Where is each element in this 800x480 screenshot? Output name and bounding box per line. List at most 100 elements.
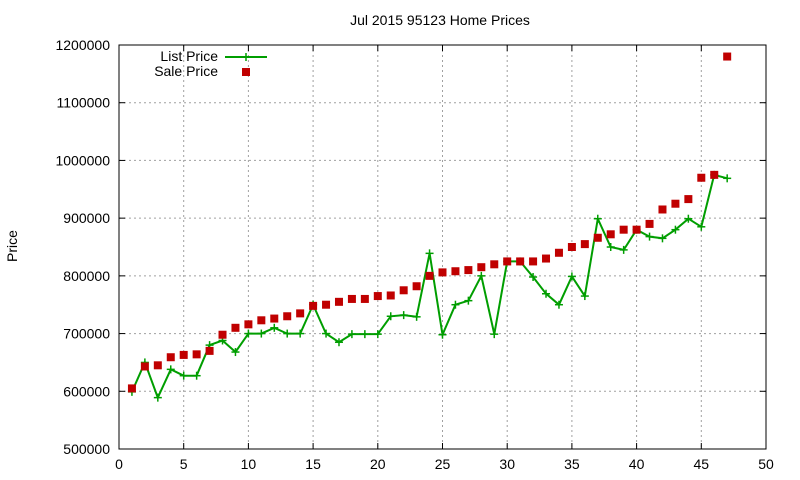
list-price-point bbox=[244, 329, 253, 338]
sale-price-point bbox=[270, 314, 279, 323]
sale-price-point bbox=[179, 350, 188, 359]
sale-price-point bbox=[490, 260, 499, 269]
list-price-point bbox=[296, 329, 305, 338]
y-tick-label: 1000000 bbox=[55, 152, 110, 168]
sale-price-point bbox=[542, 254, 551, 263]
sale-price-point bbox=[658, 205, 667, 214]
sale-price-point bbox=[192, 350, 201, 359]
sale-price-point bbox=[127, 384, 136, 393]
sale-price-point bbox=[231, 323, 240, 332]
list-price-point bbox=[412, 312, 421, 321]
list-price-point bbox=[593, 214, 602, 223]
sale-price-point bbox=[244, 320, 253, 329]
sale-price-point bbox=[438, 268, 447, 277]
sale-price-point bbox=[296, 309, 305, 318]
list-price-point bbox=[464, 296, 473, 305]
list-price-point bbox=[231, 348, 240, 357]
list-price-point bbox=[554, 300, 563, 309]
list-price-point bbox=[580, 292, 589, 301]
sale-price-point bbox=[205, 346, 214, 355]
sale-price-point bbox=[580, 240, 589, 249]
sale-price-point bbox=[619, 225, 628, 234]
y-tick-label: 600000 bbox=[63, 383, 110, 399]
sale-price-point bbox=[334, 297, 343, 306]
list-price-point bbox=[723, 174, 732, 183]
list-price-point bbox=[360, 330, 369, 339]
list-price-point bbox=[490, 330, 499, 339]
list-price-point bbox=[658, 234, 667, 243]
sale-price-point bbox=[257, 316, 266, 325]
legend-label-sale-price: Sale Price bbox=[154, 63, 218, 79]
x-tick-label: 20 bbox=[370, 456, 386, 472]
sale-price-point bbox=[464, 266, 473, 275]
sale-price-point bbox=[710, 170, 719, 179]
list-price-point bbox=[671, 225, 680, 234]
y-tick-label: 700000 bbox=[63, 326, 110, 342]
sale-price-point bbox=[516, 257, 525, 266]
list-price-point bbox=[179, 371, 188, 380]
sale-price-point bbox=[684, 195, 693, 204]
sale-price-point bbox=[697, 173, 706, 182]
x-tick-label: 0 bbox=[115, 456, 123, 472]
list-price-point bbox=[645, 232, 654, 241]
sale-price-point bbox=[723, 52, 732, 61]
list-price-point bbox=[334, 338, 343, 347]
sale-price-point bbox=[140, 362, 149, 371]
x-tick-label: 10 bbox=[241, 456, 257, 472]
y-tick-label: 800000 bbox=[63, 268, 110, 284]
sale-price-point bbox=[360, 294, 369, 303]
list-price-point bbox=[529, 273, 538, 282]
sale-price-point bbox=[632, 225, 641, 234]
list-price-point bbox=[270, 323, 279, 332]
sale-price-point bbox=[386, 291, 395, 300]
y-tick-label: 1200000 bbox=[55, 37, 110, 53]
legend-label-list-price: List Price bbox=[160, 48, 218, 64]
list-price-point bbox=[438, 330, 447, 339]
sale-price-point bbox=[503, 257, 512, 266]
sale-price-point bbox=[322, 300, 331, 309]
list-price-point bbox=[684, 214, 693, 223]
list-price-point bbox=[386, 312, 395, 321]
x-tick-label: 30 bbox=[499, 456, 515, 472]
sale-price-point bbox=[309, 301, 318, 310]
legend-marker-sale-price bbox=[242, 68, 250, 76]
sale-price-point bbox=[373, 292, 382, 301]
list-price-point bbox=[399, 311, 408, 320]
sale-price-point bbox=[529, 257, 538, 266]
x-tick-label: 45 bbox=[694, 456, 710, 472]
list-price-point bbox=[451, 300, 460, 309]
list-price-point bbox=[567, 272, 576, 281]
plot-frame bbox=[118, 44, 767, 450]
sale-price-point bbox=[593, 233, 602, 242]
sale-price-point bbox=[477, 263, 486, 272]
sale-price-point bbox=[671, 199, 680, 208]
grid bbox=[119, 45, 766, 449]
sale-price-point bbox=[554, 248, 563, 257]
sale-price-point bbox=[645, 219, 654, 228]
list-price-point bbox=[153, 393, 162, 402]
sale-price-point bbox=[567, 243, 576, 251]
list-price-point bbox=[697, 222, 706, 231]
y-tick-label: 500000 bbox=[63, 441, 110, 457]
x-tick-label: 50 bbox=[758, 456, 774, 472]
sale-price-point bbox=[166, 353, 175, 362]
legend-marker-list-price bbox=[242, 53, 250, 61]
sale-price-point bbox=[218, 330, 227, 339]
list-price-point bbox=[542, 289, 551, 298]
plot-area bbox=[127, 52, 732, 402]
axis-ticks: 0 5 10 15 20 25 30 35 40 45 50 500000 600000 700000 80… bbox=[55, 37, 774, 472]
list-price-point bbox=[283, 329, 292, 338]
list-price-point bbox=[347, 330, 356, 339]
sale-price-point bbox=[606, 230, 615, 239]
list-price-point bbox=[606, 243, 615, 251]
list-price-point bbox=[322, 329, 331, 338]
x-tick-label: 5 bbox=[180, 456, 188, 472]
list-price-point bbox=[192, 371, 201, 380]
chart-title: Jul 2015 95123 Home Prices bbox=[350, 12, 530, 28]
x-tick-label: 15 bbox=[305, 456, 321, 472]
list-price-point bbox=[257, 329, 266, 338]
sale-price-point bbox=[399, 286, 408, 295]
list-price-point bbox=[373, 330, 382, 339]
